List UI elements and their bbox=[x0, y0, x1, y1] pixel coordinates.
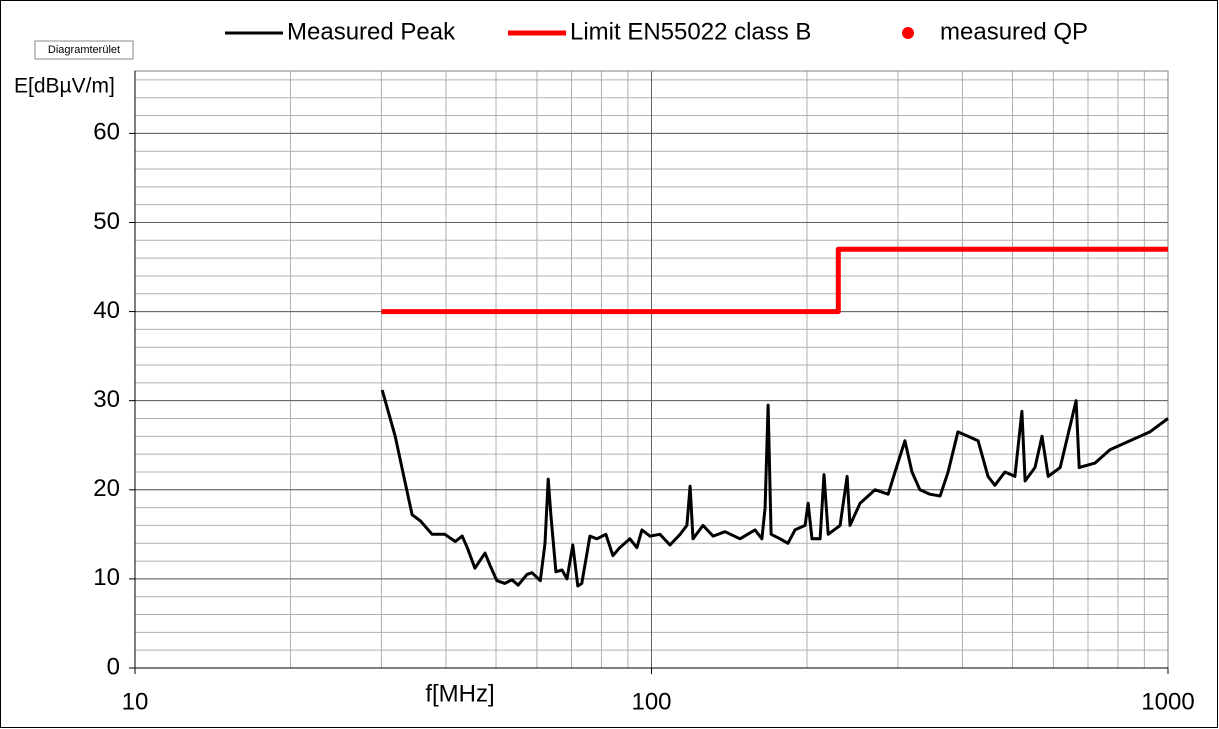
y-tick-label: 60 bbox=[93, 119, 120, 146]
series-line bbox=[380, 389, 1169, 588]
x-axis-label: f[MHz] bbox=[425, 680, 494, 707]
y-axis-label: E[dBµV/m] bbox=[14, 75, 115, 98]
y-tick-label: 20 bbox=[93, 475, 120, 502]
y-tick-label: 0 bbox=[107, 653, 120, 680]
series-line bbox=[381, 246, 1168, 315]
legend-label: Measured Peak bbox=[287, 18, 456, 45]
x-tick-label: 10 bbox=[122, 688, 149, 715]
y-tick-label: 10 bbox=[93, 564, 120, 591]
y-tick-label: 40 bbox=[93, 297, 120, 324]
x-tick-label: 1000 bbox=[1141, 688, 1194, 715]
tooltip-box bbox=[34, 40, 134, 60]
y-tick-label: 50 bbox=[93, 208, 120, 235]
legend-label: measured QP bbox=[940, 18, 1088, 45]
x-tick-label: 100 bbox=[631, 688, 671, 715]
tooltip: Diagramterület bbox=[48, 44, 120, 56]
legend-label: Limit EN55022 class B bbox=[570, 18, 811, 45]
y-tick-label: 30 bbox=[93, 386, 120, 413]
legend-marker bbox=[902, 27, 914, 39]
